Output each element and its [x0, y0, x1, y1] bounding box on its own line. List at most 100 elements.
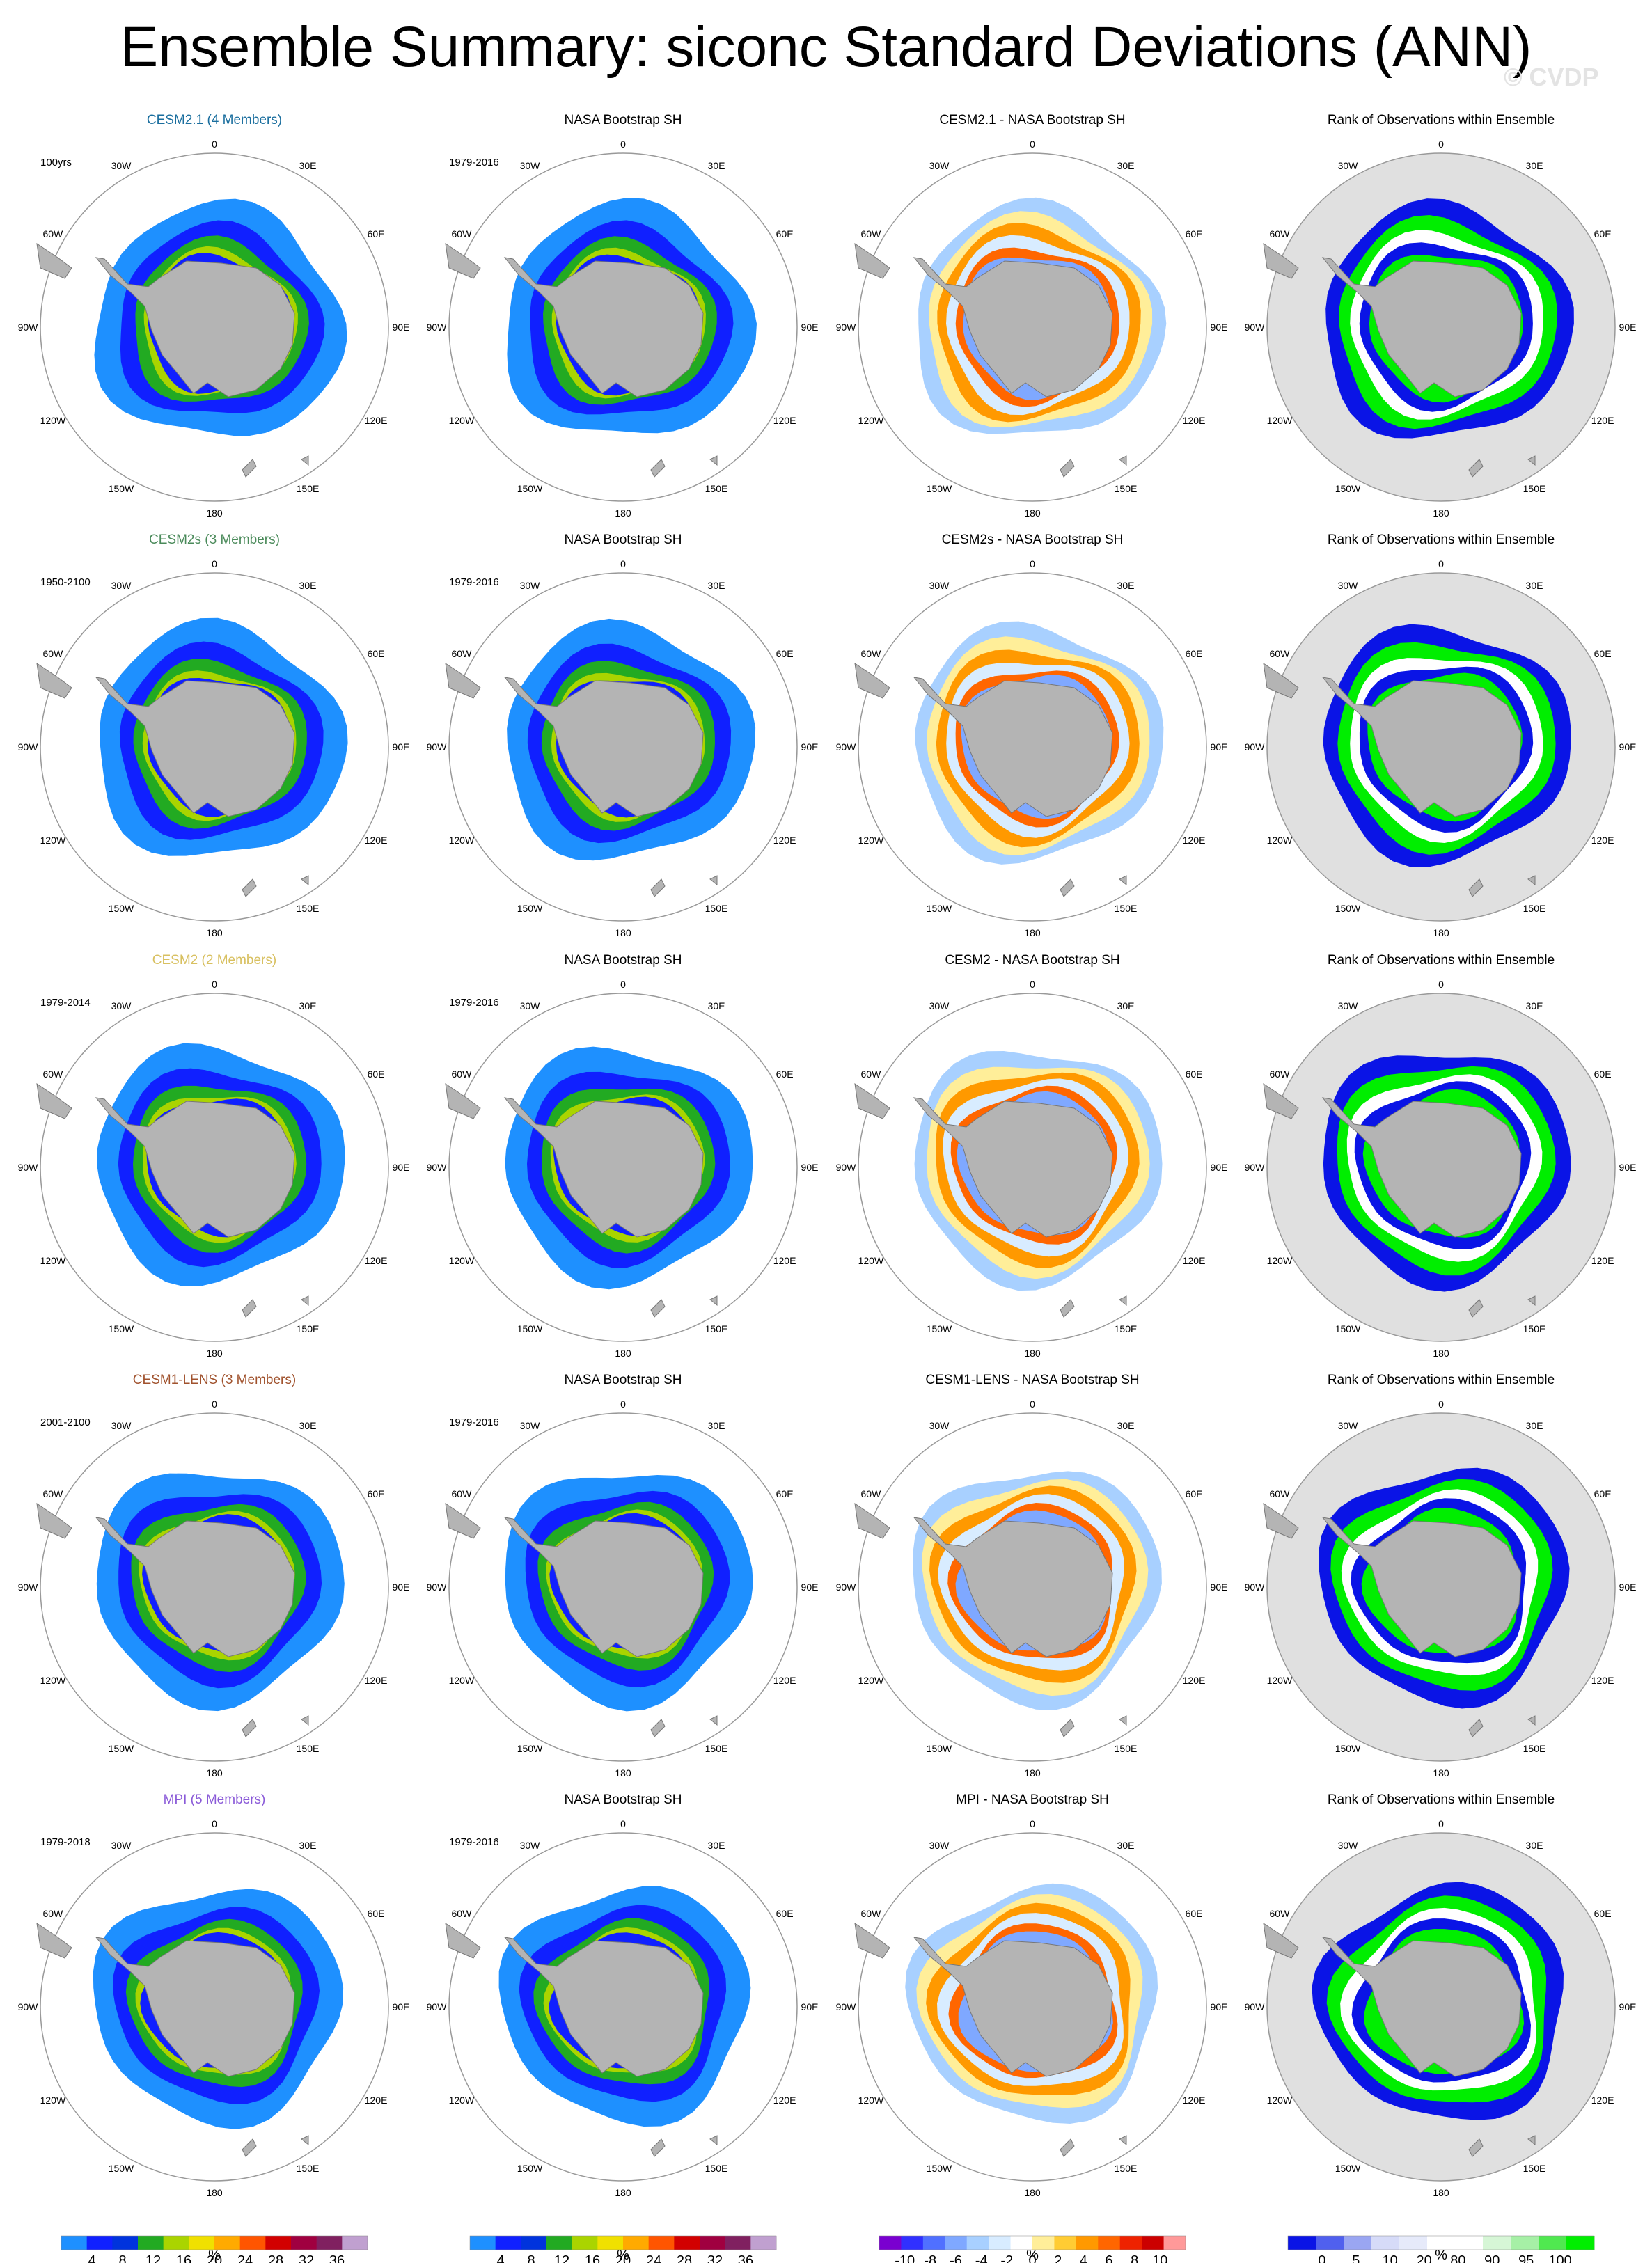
longitude-label: 150E [1115, 903, 1138, 914]
polar-map-diff: 0 30E 60E 90E 120E 150E 180 150W 120W 90W 60W 30W [836, 1398, 1228, 1779]
colorbar-tick-label: 8 [118, 2253, 126, 2263]
antarctica-landmass [95, 677, 295, 817]
longitude-label: 150E [297, 483, 320, 494]
longitude-label: 0 [1030, 1398, 1035, 1410]
longitude-label: 120E [1183, 1255, 1206, 1266]
polar-map-rank: 0 30E 60E 90E 120E 150E 180 150W 120W 90W 60W 30W [1245, 558, 1637, 938]
longitude-label: 180 [615, 927, 631, 938]
colorbar-swatch [521, 2236, 547, 2250]
longitude-label: 30E [1526, 1420, 1543, 1431]
longitude-label: 90W [18, 2001, 39, 2012]
colorbar-swatch [623, 2236, 650, 2250]
longitude-label: 120E [1591, 1675, 1614, 1686]
colorbar-swatch [1344, 2236, 1372, 2250]
colorbar-tick-label: 0 [1318, 2253, 1325, 2263]
colorbar-swatch [750, 2236, 777, 2250]
longitude-label: 30W [111, 160, 132, 171]
new-zealand-land [1468, 459, 1484, 478]
colorbar-tick-label: 24 [646, 2253, 661, 2263]
longitude-label: 30E [1526, 1000, 1543, 1011]
longitude-label: 60E [776, 648, 794, 659]
new-zealand-land [1060, 1299, 1075, 1318]
longitude-label: 180 [1024, 507, 1041, 519]
longitude-label: 30E [1117, 160, 1135, 171]
longitude-label: 0 [1030, 558, 1035, 569]
colorbar-swatch [945, 2236, 968, 2250]
colorbar-tick-label: 20 [615, 2253, 631, 2263]
longitude-label: 30W [1338, 1840, 1359, 1851]
antarctica-landmass [913, 677, 1113, 817]
tasmania-land [709, 455, 718, 466]
diff-title: MPI - NASA Bootstrap SH [956, 1792, 1109, 1807]
longitude-label: 180 [206, 927, 223, 938]
obs-period: 1979-2016 [449, 997, 499, 1009]
colorbar-tick-label: 12 [145, 2253, 161, 2263]
colorbar-tick-label: 16 [585, 2253, 600, 2263]
longitude-label: 0 [1030, 1818, 1035, 1829]
antarctica-landmass [1321, 1517, 1522, 1657]
longitude-label: 150E [1523, 903, 1546, 914]
longitude-label: 30E [299, 580, 317, 591]
longitude-label: 120E [365, 1675, 388, 1686]
longitude-label: 60E [1186, 1488, 1203, 1499]
longitude-label: 60E [1186, 1069, 1203, 1080]
longitude-label: 60E [776, 1488, 794, 1499]
tasmania-land [1119, 875, 1127, 886]
longitude-label: 30E [299, 1420, 317, 1431]
longitude-label: 90W [836, 1582, 857, 1593]
longitude-label: 120W [449, 415, 475, 426]
longitude-label: 60W [861, 1908, 882, 1919]
polar-map-obs: 0 30E 60E 90E 120E 150E 180 150W 120W 90W 60W 30W [427, 558, 819, 938]
longitude-label: 60W [43, 228, 64, 239]
obs-title: NASA Bootstrap SH [565, 1373, 682, 1387]
longitude-label: 90E [393, 2001, 410, 2012]
longitude-label: 150E [1115, 483, 1138, 494]
longitude-label: 30W [111, 580, 132, 591]
longitude-label: 120E [1183, 415, 1206, 426]
longitude-label: 0 [620, 558, 626, 569]
longitude-label: 60E [368, 1908, 385, 1919]
longitude-label: 30W [929, 1840, 950, 1851]
south-america-land [1263, 1922, 1299, 1959]
polar-map-rank: 0 30E 60E 90E 120E 150E 180 150W 120W 90W 60W 30W [1245, 1818, 1637, 2198]
longitude-label: 120E [773, 415, 796, 426]
polar-map-rank: 0 30E 60E 90E 120E 150E 180 150W 120W 90W 60W 30W [1245, 139, 1637, 519]
colorbar-swatch [1427, 2236, 1456, 2250]
longitude-label: 60W [861, 228, 882, 239]
longitude-label: 180 [206, 507, 223, 519]
antarctica-landmass [503, 1517, 704, 1657]
new-zealand-land [1468, 2138, 1484, 2157]
longitude-label: 60W [1270, 648, 1291, 659]
longitude-label: 120W [858, 835, 884, 846]
longitude-label: 60W [452, 1069, 473, 1080]
colorbar-swatch [1098, 2236, 1121, 2250]
colorbar-tick-label: 32 [299, 2253, 314, 2263]
colorbar-swatch [61, 2236, 88, 2250]
longitude-label: 90E [1211, 1162, 1228, 1173]
longitude-label: 90W [1245, 1162, 1266, 1173]
new-zealand-land [242, 1299, 257, 1318]
rank-title: Rank of Observations within Ensemble [1328, 1373, 1555, 1387]
colorbar-tick-label: 10 [1152, 2253, 1167, 2263]
colorbar-swatch [163, 2236, 189, 2250]
longitude-label: 180 [615, 1348, 631, 1359]
longitude-label: 0 [1438, 979, 1444, 990]
obs-title: NASA Bootstrap SH [565, 1792, 682, 1807]
longitude-label: 30E [299, 160, 317, 171]
longitude-label: 150E [1523, 2163, 1546, 2174]
new-zealand-land [1060, 878, 1075, 897]
south-america-land [1263, 1082, 1299, 1119]
colorbar-tick-label: 95 [1518, 2253, 1534, 2263]
longitude-label: 30W [1338, 160, 1359, 171]
colorbar-diff: -10 -8 -6 -4 -2 0 2 4 6 8 10% [879, 2235, 1186, 2263]
colorbar-tick-label: 4 [1080, 2253, 1087, 2263]
model-period: 1979-2018 [40, 1836, 91, 1848]
colorbar-swatch [1539, 2236, 1567, 2250]
longitude-label: 60E [368, 1488, 385, 1499]
tasmania-land [1527, 2135, 1536, 2146]
colorbar-tick-label: 5 [1352, 2253, 1360, 2263]
model-title: CESM1-LENS (3 Members) [133, 1373, 296, 1387]
longitude-label: 30W [520, 160, 541, 171]
longitude-label: 0 [1438, 558, 1444, 569]
south-america-land [1263, 1502, 1299, 1539]
